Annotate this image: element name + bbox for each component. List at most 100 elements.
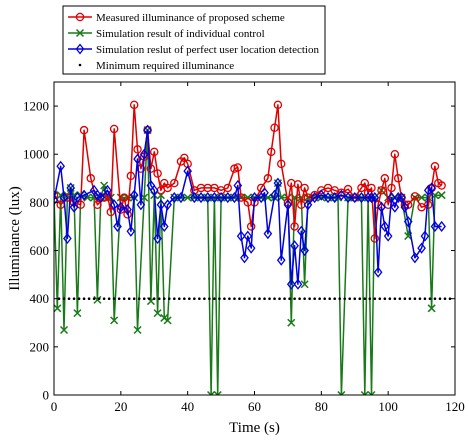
- data-point: [153, 232, 162, 245]
- legend-swatch: [75, 43, 85, 55]
- data-point: [123, 204, 132, 216]
- data-point: [273, 177, 283, 189]
- data-point: [216, 192, 226, 204]
- threshold-dot: [82, 297, 86, 300]
- threshold-dot: [438, 297, 442, 300]
- threshold-dot: [137, 297, 141, 300]
- legend-box: [62, 5, 326, 75]
- threshold-dot: [323, 297, 326, 300]
- threshold-dot: [132, 297, 136, 300]
- data-point: [109, 199, 119, 211]
- threshold-dot: [288, 297, 291, 300]
- data-point: [153, 309, 162, 318]
- data-point: [183, 193, 192, 202]
- threshold-dot: [298, 297, 301, 300]
- threshold-dot: [378, 297, 382, 300]
- data-point: [430, 220, 440, 233]
- data-point: [163, 316, 172, 325]
- data-point: [146, 164, 156, 173]
- y-tick-label: 1000: [23, 147, 49, 162]
- data-point: [136, 199, 146, 211]
- data-point: [139, 148, 149, 160]
- data-point: [337, 390, 346, 395]
- threshold-dot: [122, 297, 126, 300]
- threshold-dot: [358, 297, 362, 300]
- data-point: [149, 184, 159, 196]
- data-point: [250, 192, 259, 204]
- data-point: [223, 183, 233, 193]
- data-point: [190, 192, 199, 204]
- data-point: [76, 200, 85, 210]
- data-point: [427, 304, 436, 313]
- data-point: [363, 192, 373, 204]
- legend-entry-1: Simulation result of individual control: [68, 28, 265, 40]
- legend-entry-2: Simulation reslut of perfect user locati…: [68, 43, 319, 56]
- threshold-dot: [318, 297, 321, 300]
- data-point: [290, 240, 299, 252]
- threshold-dot: [142, 297, 146, 300]
- data-point: [126, 225, 136, 237]
- data-point: [223, 192, 233, 204]
- y-tick-label: 400: [30, 291, 50, 306]
- data-point: [110, 316, 119, 325]
- data-point: [63, 232, 72, 245]
- data-point: [393, 192, 403, 204]
- series-line-2: [54, 129, 442, 285]
- data-point: [286, 278, 296, 290]
- data-point: [207, 390, 216, 395]
- legend-swatch: [75, 28, 85, 38]
- threshold-dot: [353, 297, 357, 300]
- x-tick-label: 0: [51, 399, 58, 414]
- data-point: [423, 184, 433, 196]
- data-point: [93, 200, 102, 210]
- data-point: [163, 199, 172, 211]
- data-point: [393, 174, 403, 183]
- legend-label: Measured illuminance of proposed scheme: [96, 12, 285, 24]
- threshold-dot: [92, 297, 96, 300]
- threshold-dot: [62, 297, 66, 300]
- data-point: [410, 252, 420, 264]
- threshold-dot: [208, 297, 211, 300]
- data-point: [133, 153, 142, 165]
- threshold-dot: [203, 297, 206, 300]
- x-tick-label: 20: [114, 399, 127, 414]
- data-point: [337, 188, 346, 198]
- threshold-dot: [248, 297, 251, 300]
- data-point: [73, 192, 82, 204]
- threshold-dot: [243, 297, 246, 300]
- data-point: [96, 192, 106, 204]
- threshold-dot: [218, 297, 221, 300]
- threshold-dot: [152, 297, 156, 300]
- threshold-dot: [67, 297, 71, 300]
- data-point: [283, 199, 293, 211]
- data-point: [159, 220, 169, 233]
- threshold-dot: [77, 297, 81, 300]
- x-tick-label: 80: [315, 399, 328, 414]
- y-tick-label: 800: [30, 195, 50, 210]
- data-point: [293, 180, 303, 189]
- data-point: [210, 192, 219, 204]
- data-point: [243, 230, 253, 242]
- data-point: [133, 145, 142, 154]
- threshold-dot: [263, 297, 266, 300]
- threshold-dot: [403, 297, 407, 300]
- data-point: [119, 193, 129, 202]
- data-point: [54, 304, 62, 313]
- threshold-dot: [117, 297, 121, 300]
- threshold-dot: [443, 297, 447, 300]
- y-axis-label: Illuminance (lux): [7, 186, 23, 291]
- data-point: [59, 192, 69, 204]
- series-2: [54, 124, 446, 290]
- data-point: [290, 222, 299, 231]
- data-point: [410, 192, 420, 201]
- data-point: [360, 390, 369, 395]
- data-point: [176, 192, 186, 204]
- data-point: [424, 200, 433, 210]
- data-point: [156, 199, 166, 211]
- threshold-dot: [388, 297, 392, 300]
- data-point: [350, 192, 360, 204]
- data-point: [266, 147, 276, 157]
- data-point: [380, 220, 390, 233]
- threshold-dot: [102, 297, 106, 300]
- data-point: [357, 192, 366, 204]
